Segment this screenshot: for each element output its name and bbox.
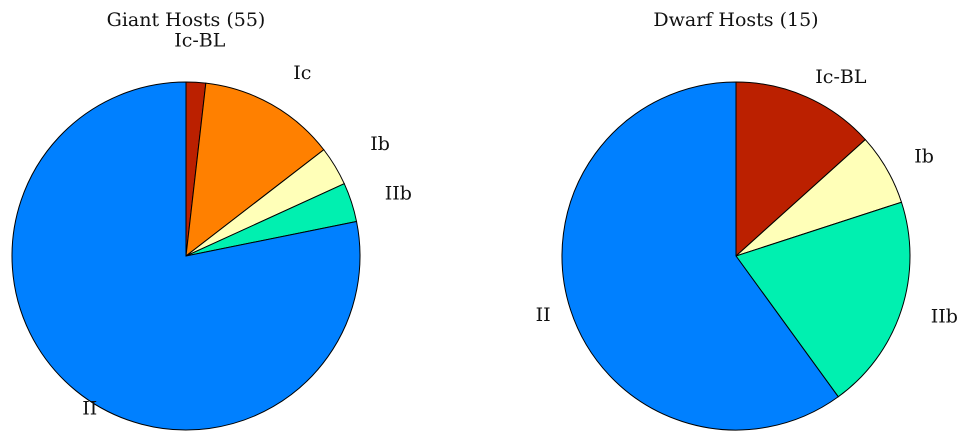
pie-slice-iib <box>735 201 911 398</box>
pie-chart-2: Dwarf Hosts (15) Ic-BL Ib IIb II <box>536 9 958 431</box>
chart-title: Giant Hosts (55) <box>107 9 266 31</box>
pie-slice-ii <box>11 81 361 431</box>
pie-chart-1: Giant Hosts (55)Ic-BL Ic Ib IIb II <box>11 9 412 431</box>
pie-slice-ic <box>185 82 325 258</box>
slice-label-ii: II <box>82 398 97 420</box>
slice-label-iib: IIb <box>385 183 412 205</box>
slice-label-ib: Ib <box>914 146 934 168</box>
slice-label-ii: II <box>536 304 551 326</box>
slice-label-ic-bl: Ic-BL <box>815 66 867 88</box>
slice-label-ic-bl: Ic-BL <box>174 29 226 51</box>
slice-label-ic: Ic <box>293 62 311 84</box>
pie-slice-ic-bl <box>735 81 867 258</box>
chart-title: Dwarf Hosts (15) <box>653 9 818 31</box>
slice-label-ib: Ib <box>370 133 390 155</box>
slice-label-iib: IIb <box>931 305 958 327</box>
pie-slice-ii <box>561 81 839 431</box>
